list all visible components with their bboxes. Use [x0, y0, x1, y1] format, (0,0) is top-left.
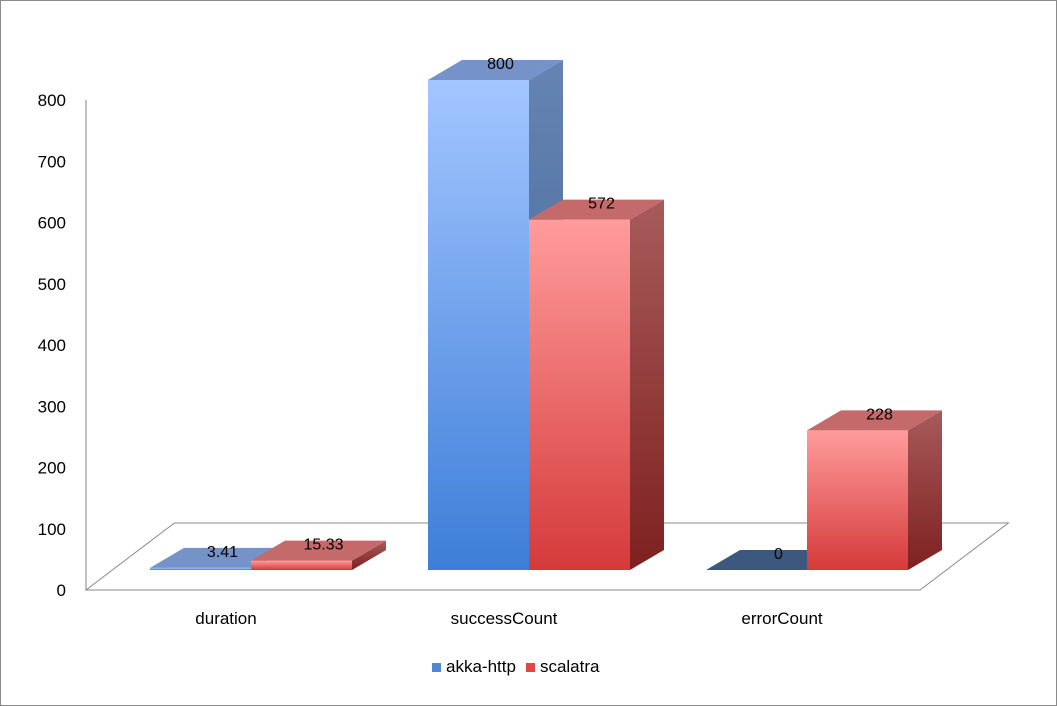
legend-item-akka-http: akka-http	[432, 657, 516, 677]
legend-swatch-scalatra	[525, 662, 535, 672]
bar-scalatra-errorCount-top	[807, 410, 942, 431]
data-label-scalatra-duration: 15.33	[303, 537, 343, 554]
legend-label-akka-http: akka-http	[446, 657, 516, 676]
labels-layer: duration successCount errorCount 3.41 15.33 8…	[195, 56, 893, 628]
x-category-label: duration	[195, 609, 256, 628]
data-label-akka-http-duration: 3.41	[207, 544, 238, 561]
legend-swatch-akka-http	[432, 662, 441, 672]
axes-layer: 0 100 200 300 400 500 600 700 800	[38, 91, 87, 600]
legend-item-scalatra: scalatra	[525, 657, 600, 677]
y-tick-label: 300	[38, 397, 66, 416]
y-tick-label: 400	[38, 336, 66, 355]
data-label-akka-http-successCount: 800	[487, 56, 514, 73]
x-category-label: errorCount	[741, 609, 823, 628]
y-tick-label: 600	[38, 214, 66, 233]
bar-akka-http-duration-front	[150, 567, 251, 570]
y-tick-label: 800	[38, 91, 66, 110]
bar-scalatra-successCount-top	[529, 199, 664, 220]
bar-akka-http-successCount-front	[428, 80, 529, 570]
x-category-label: successCount	[451, 609, 558, 628]
bar-scalatra-errorCount-side	[908, 410, 942, 570]
y-tick-label: 0	[57, 581, 66, 600]
data-label-scalatra-successCount: 572	[588, 196, 615, 213]
legend: akka-http scalatra	[432, 657, 609, 677]
bar-scalatra-successCount-front	[529, 219, 630, 570]
bar-scalatra-duration-top	[251, 540, 386, 561]
data-label-akka-http-errorCount: 0	[774, 546, 783, 563]
bar-scalatra-duration-front	[251, 560, 352, 570]
y-tick-label: 700	[38, 152, 66, 171]
legend-label-scalatra: scalatra	[539, 657, 600, 676]
data-label-scalatra-errorCount: 228	[866, 406, 893, 423]
bar-scalatra-errorCount-front	[807, 430, 908, 570]
y-tick-label: 100	[38, 520, 66, 539]
y-tick-label: 200	[38, 459, 66, 478]
bar-akka-http-successCount-top	[428, 60, 563, 80]
bar-scalatra-successCount-side	[630, 199, 664, 570]
bars-layer	[150, 60, 942, 570]
y-tick-label: 500	[38, 275, 66, 294]
bar-scalatra-duration-side	[352, 540, 386, 570]
